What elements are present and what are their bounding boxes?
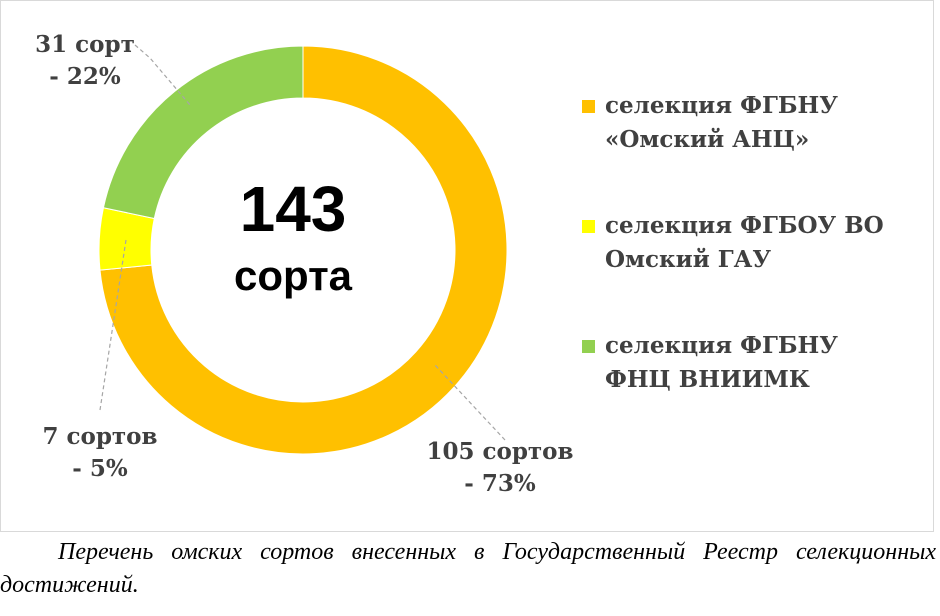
chart-frame (0, 0, 934, 532)
center-label: сорта (233, 252, 353, 299)
legend-label: селекция ФГБНУ «Омский АНЦ» (605, 92, 838, 153)
donut-segment (102, 45, 304, 220)
legend-swatch (582, 220, 595, 233)
legend-label: селекция ФГБНУ ФНЦ ВНИИМК (605, 332, 838, 393)
legend-item: селекция ФГБНУ «Омский АНЦ» (582, 89, 885, 157)
legend-swatch (582, 100, 595, 113)
leader-line (434, 364, 506, 441)
data-label: 31 сорт - 22% (35, 31, 135, 90)
leader-line (99, 239, 127, 411)
chart (98, 44, 508, 455)
data-label: 105 сортов - 73% (426, 438, 574, 497)
caption: Перечень омских сортов внесенных в Госуд… (0, 539, 936, 598)
legend-item: селекция ФГБНУ ФНЦ ВНИИМК (582, 329, 885, 397)
legend-swatch (582, 340, 595, 353)
legend-label: селекция ФГБОУ ВО Омский ГАУ (605, 212, 884, 273)
legend-item: селекция ФГБОУ ВО Омский ГАУ (582, 209, 885, 277)
data-label: 7 сортов - 5% (42, 423, 158, 482)
donut-segment (99, 45, 508, 455)
center-value: 143 (239, 173, 347, 245)
